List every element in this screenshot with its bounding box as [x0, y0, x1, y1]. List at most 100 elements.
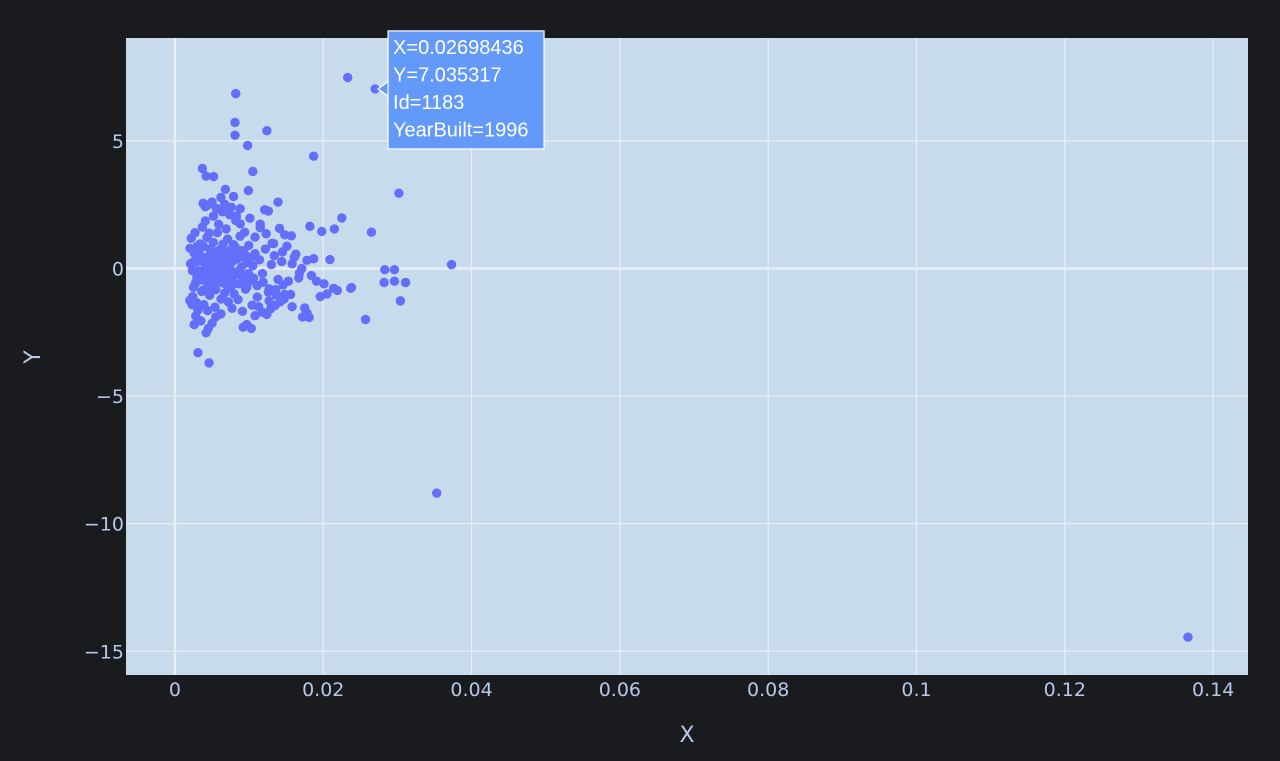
data-point[interactable]	[219, 288, 230, 298]
data-point[interactable]	[305, 221, 315, 232]
data-point[interactable]	[317, 226, 327, 237]
data-point[interactable]	[239, 227, 250, 237]
data-point[interactable]	[400, 277, 411, 288]
data-point[interactable]	[193, 305, 203, 315]
data-point[interactable]	[395, 296, 406, 306]
data-point[interactable]	[204, 228, 214, 238]
data-point[interactable]	[199, 254, 210, 264]
data-point[interactable]	[274, 223, 285, 234]
data-point[interactable]	[257, 268, 268, 279]
data-point[interactable]	[235, 219, 245, 229]
data-point[interactable]	[337, 213, 347, 223]
data-point[interactable]	[252, 292, 262, 302]
data-point[interactable]	[208, 211, 219, 221]
data-point[interactable]	[266, 259, 277, 270]
data-point[interactable]	[248, 166, 258, 177]
data-point[interactable]	[432, 488, 442, 498]
data-point[interactable]	[250, 310, 260, 321]
data-point[interactable]	[211, 203, 222, 214]
data-point[interactable]	[366, 227, 377, 237]
data-point[interactable]	[230, 130, 240, 140]
data-point[interactable]	[196, 316, 206, 326]
data-point[interactable]	[201, 171, 211, 181]
plot-background[interactable]	[126, 38, 1248, 675]
data-point[interactable]	[196, 286, 207, 297]
data-point[interactable]	[197, 163, 208, 174]
data-point[interactable]	[261, 229, 271, 239]
data-point[interactable]	[269, 250, 280, 261]
data-point[interactable]	[279, 294, 289, 304]
data-point[interactable]	[259, 205, 270, 215]
data-point[interactable]	[370, 84, 380, 94]
data-point[interactable]	[446, 259, 457, 270]
data-point[interactable]	[227, 303, 237, 313]
data-point[interactable]	[226, 202, 237, 212]
data-point[interactable]	[1183, 632, 1193, 642]
data-point[interactable]	[248, 260, 258, 271]
data-point[interactable]	[380, 265, 390, 275]
data-point[interactable]	[208, 171, 219, 182]
data-point[interactable]	[193, 347, 203, 358]
data-point[interactable]	[185, 259, 196, 269]
data-point[interactable]	[237, 306, 248, 317]
data-point[interactable]	[242, 140, 253, 151]
data-point[interactable]	[389, 276, 400, 286]
data-point[interactable]	[271, 290, 282, 300]
data-point[interactable]	[297, 312, 308, 322]
data-point[interactable]	[210, 302, 220, 312]
data-point[interactable]	[277, 247, 288, 257]
data-point[interactable]	[228, 191, 239, 202]
data-point[interactable]	[230, 117, 240, 128]
data-point[interactable]	[308, 151, 319, 161]
data-point[interactable]	[204, 358, 214, 368]
data-point[interactable]	[268, 238, 279, 249]
data-point[interactable]	[254, 255, 265, 265]
data-point[interactable]	[246, 323, 257, 334]
data-point[interactable]	[360, 314, 371, 325]
data-point[interactable]	[202, 305, 213, 316]
data-point[interactable]	[200, 216, 211, 226]
data-point[interactable]	[286, 231, 297, 241]
data-point[interactable]	[213, 219, 224, 230]
data-point[interactable]	[283, 276, 294, 286]
data-point[interactable]	[224, 257, 234, 268]
data-point[interactable]	[262, 125, 272, 136]
data-point[interactable]	[192, 241, 202, 252]
data-point[interactable]	[235, 204, 245, 214]
data-point[interactable]	[248, 273, 259, 283]
data-point[interactable]	[379, 277, 389, 288]
data-point[interactable]	[287, 302, 297, 312]
data-point[interactable]	[332, 285, 343, 296]
data-point[interactable]	[234, 265, 245, 276]
data-point[interactable]	[291, 249, 301, 259]
data-point[interactable]	[216, 243, 227, 253]
data-point[interactable]	[325, 254, 335, 265]
data-point[interactable]	[394, 188, 404, 198]
data-point[interactable]	[212, 228, 223, 238]
data-point[interactable]	[211, 312, 221, 322]
data-point[interactable]	[205, 271, 216, 282]
data-point[interactable]	[209, 282, 219, 293]
data-point[interactable]	[243, 185, 254, 196]
data-point[interactable]	[287, 259, 297, 269]
data-point[interactable]	[294, 268, 305, 278]
data-point[interactable]	[226, 281, 237, 292]
data-point[interactable]	[208, 256, 218, 266]
data-point[interactable]	[319, 279, 329, 289]
data-point[interactable]	[258, 277, 268, 287]
data-point[interactable]	[222, 268, 233, 278]
data-point[interactable]	[302, 255, 312, 265]
data-point[interactable]	[245, 213, 255, 223]
data-point[interactable]	[213, 263, 223, 274]
data-point[interactable]	[329, 224, 340, 234]
data-point[interactable]	[322, 289, 332, 299]
data-point[interactable]	[232, 254, 242, 264]
data-point[interactable]	[188, 282, 199, 293]
data-point[interactable]	[343, 72, 353, 83]
data-point[interactable]	[250, 232, 260, 242]
data-point[interactable]	[345, 283, 356, 294]
data-point[interactable]	[236, 245, 247, 256]
data-point[interactable]	[233, 294, 243, 305]
data-point[interactable]	[190, 228, 200, 238]
data-point[interactable]	[222, 234, 233, 244]
